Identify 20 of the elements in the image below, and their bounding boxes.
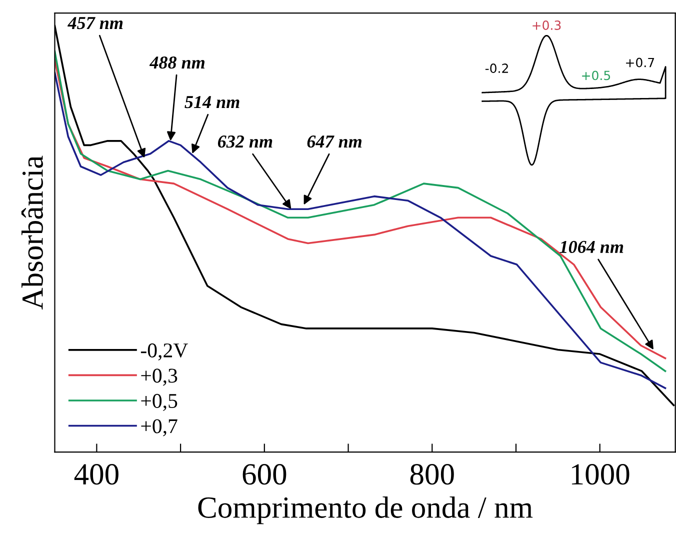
legend-label: +0,7 xyxy=(141,419,178,436)
legend-label: +0,3 xyxy=(141,368,178,386)
x-tick-label: 400 xyxy=(74,464,118,485)
annotation: +0.7 xyxy=(626,58,654,68)
y-axis-title: Absorbância xyxy=(21,156,43,310)
x-tick-label: 1000 xyxy=(572,464,630,485)
annotation: +0.5 xyxy=(582,70,610,80)
annotation: +0.3 xyxy=(532,20,561,30)
annotation: 488 nm xyxy=(149,56,205,69)
annotation: 632 nm xyxy=(218,136,272,148)
legend-label: +0,5 xyxy=(141,394,178,411)
annotation: 1064 nm xyxy=(560,240,624,254)
x-axis-title: Comprimento de onda / nm xyxy=(198,496,533,524)
annotation: 647 nm xyxy=(307,136,362,148)
x-tick-label: 800 xyxy=(410,464,454,485)
legend-label: -0,2V xyxy=(140,343,188,360)
annotation: 514 nm xyxy=(184,96,240,108)
annotation: 457 nm xyxy=(68,17,123,30)
x-tick-label: 600 xyxy=(242,464,286,485)
annotation: -0.2 xyxy=(485,64,508,73)
